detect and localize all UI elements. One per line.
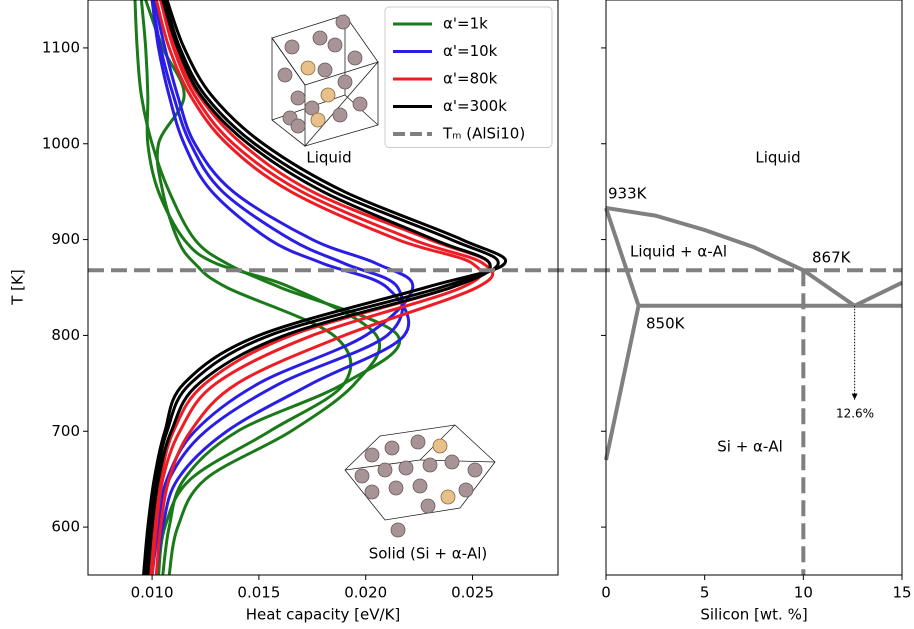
y-tick-label: 800 xyxy=(51,326,80,344)
annotation: Liquid xyxy=(306,149,351,167)
x-tick-label: 0.020 xyxy=(344,584,387,602)
legend-label: α'=1k xyxy=(443,15,488,33)
solid-structure-icon xyxy=(344,424,496,538)
y-tick-label: 700 xyxy=(51,422,80,440)
phase-line xyxy=(853,280,903,308)
annotation: 933K xyxy=(608,185,648,203)
cp-curve xyxy=(142,0,508,576)
annotation: Si + α-Al xyxy=(717,438,783,456)
legend-label: α'=10k xyxy=(443,42,498,60)
annotation: 850K xyxy=(646,315,686,333)
cp-curve xyxy=(146,0,492,576)
annotation: 12.6% xyxy=(836,407,874,421)
annotation: Solid (Si + α-Al) xyxy=(369,545,488,563)
x-axis-label: Silicon [wt. %] xyxy=(700,606,807,624)
x-tick-label: 5 xyxy=(700,584,710,602)
x-tick-label: 15 xyxy=(892,584,911,602)
y-axis-label: T [K] xyxy=(9,269,27,305)
annotation: Liquid + α-Al xyxy=(630,243,727,261)
cp-curve xyxy=(144,0,353,576)
legend-label: α'=300k xyxy=(443,97,507,115)
cp-curve xyxy=(154,0,495,576)
y-tick-label: 900 xyxy=(51,230,80,248)
arrow-head xyxy=(851,393,858,400)
axes-frame xyxy=(87,0,559,576)
cp-curve xyxy=(139,0,382,576)
cp-curve xyxy=(150,0,411,576)
phase-line xyxy=(604,207,641,461)
phase-line xyxy=(605,205,856,308)
x-tick-label: 0 xyxy=(601,584,611,602)
annotation: Liquid xyxy=(755,149,800,167)
legend-box xyxy=(384,6,553,148)
legend-label: α'=80k xyxy=(443,70,498,88)
legend-label: Tₘ (AlSi10) xyxy=(442,125,525,143)
axes-frame xyxy=(605,0,903,576)
x-tick-label: 0.010 xyxy=(131,584,174,602)
y-tick-label: 1000 xyxy=(42,134,80,152)
x-tick-label: 10 xyxy=(794,584,813,602)
annotation: 867K xyxy=(812,249,852,267)
y-tick-label: 600 xyxy=(51,518,80,536)
x-tick-label: 0.015 xyxy=(237,584,280,602)
y-tick-label: 1100 xyxy=(42,38,80,56)
cp-curve xyxy=(133,0,402,576)
liquid-structure-icon xyxy=(271,14,379,147)
x-tick-label: 0.025 xyxy=(451,584,494,602)
cp-curve xyxy=(150,0,405,576)
x-axis-label: Heat capacity [eV/K] xyxy=(246,606,401,624)
